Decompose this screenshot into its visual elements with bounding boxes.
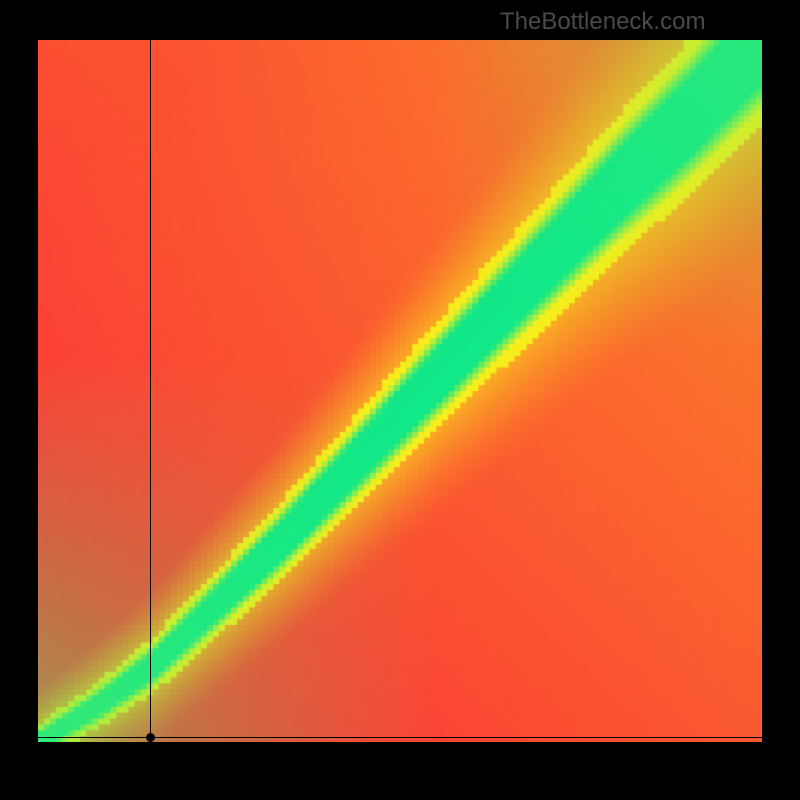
watermark-label: TheBottleneck.com xyxy=(500,8,705,36)
crosshair-marker xyxy=(146,733,155,742)
bottleneck-heatmap xyxy=(38,40,762,742)
crosshair-vertical xyxy=(150,40,151,742)
